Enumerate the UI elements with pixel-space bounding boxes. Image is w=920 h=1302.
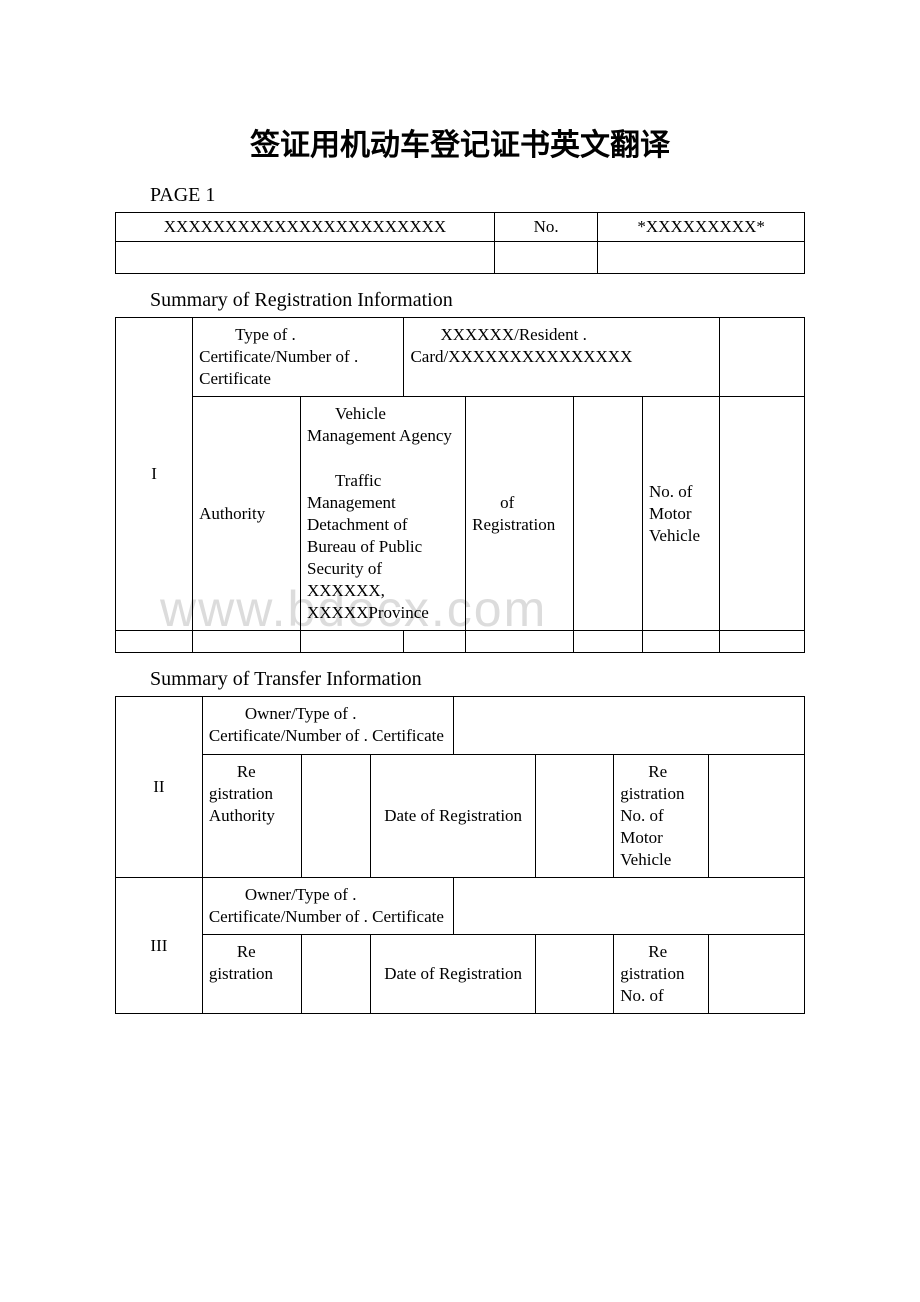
reg-empty-6	[573, 631, 642, 653]
reg-empty-8	[720, 631, 805, 653]
t3-regno-value	[709, 935, 805, 1014]
reg-empty-3	[300, 631, 403, 653]
t3-seq: III	[116, 877, 203, 1013]
t2-regno-label: Re gistration No. of Motor Vehicle	[614, 754, 709, 877]
t2-owner-label: Owner/Type of . Certificate/Number of . …	[202, 697, 453, 754]
reg-empty-4	[404, 631, 466, 653]
reg-empty-5	[466, 631, 573, 653]
reg-seq: I	[116, 318, 193, 631]
header-empty-3	[598, 242, 805, 274]
header-cell-1: XXXXXXXXXXXXXXXXXXXXXXX	[116, 213, 495, 242]
t2-owner-value	[453, 697, 804, 754]
reg-empty-7	[643, 631, 720, 653]
document-title: 签证用机动车登记证书英文翻译	[115, 120, 805, 164]
t2-regno-value	[709, 754, 805, 877]
t2-date-label: Date of Registration	[371, 754, 536, 877]
reg-empty-1	[116, 631, 193, 653]
t3-date-value	[536, 935, 614, 1014]
header-empty-1	[116, 242, 495, 274]
section-heading-registration: Summary of Registration Information	[150, 289, 805, 312]
header-table: XXXXXXXXXXXXXXXXXXXXXXX No. *XXXXXXXXX*	[115, 212, 805, 274]
t2-seq: II	[116, 697, 203, 878]
reg-authority-label: Authority	[193, 397, 301, 631]
transfer-table: II Owner/Type of . Certificate/Number of…	[115, 696, 805, 1014]
t3-regauth-value	[301, 935, 370, 1014]
reg-type-label: Type of . Certificate/Number of . Certif…	[193, 318, 404, 397]
reg-empty-2	[193, 631, 301, 653]
registration-table: I Type of . Certificate/Number of . Cert…	[115, 317, 805, 653]
header-cell-2: No.	[494, 213, 597, 242]
t2-regauth-value	[301, 754, 370, 877]
t3-owner-value	[453, 877, 804, 934]
t2-regauth-label: Re gistration Authority	[202, 754, 301, 877]
reg-date-label: of Registration	[466, 397, 573, 631]
section-heading-transfer: Summary of Transfer Information	[150, 668, 805, 691]
reg-authority-value: Vehicle Management Agency Traffic Manage…	[300, 397, 465, 631]
reg-type-value: XXXXXX/Resident . Card/XXXXXXXXXXXXXXX	[404, 318, 720, 397]
t2-date-value	[536, 754, 614, 877]
reg-no-label: No. of Motor Vehicle	[643, 397, 720, 631]
t3-date-label: Date of Registration	[371, 935, 536, 1014]
reg-no-value	[720, 397, 805, 631]
t3-regno-label: Re gistration No. of	[614, 935, 709, 1014]
t3-regauth-label: Re gistration	[202, 935, 301, 1014]
t3-owner-label: Owner/Type of . Certificate/Number of . …	[202, 877, 453, 934]
reg-type-empty	[720, 318, 805, 397]
page-label: PAGE 1	[150, 184, 805, 207]
header-cell-3: *XXXXXXXXX*	[598, 213, 805, 242]
reg-date-value	[573, 397, 642, 631]
header-empty-2	[494, 242, 597, 274]
